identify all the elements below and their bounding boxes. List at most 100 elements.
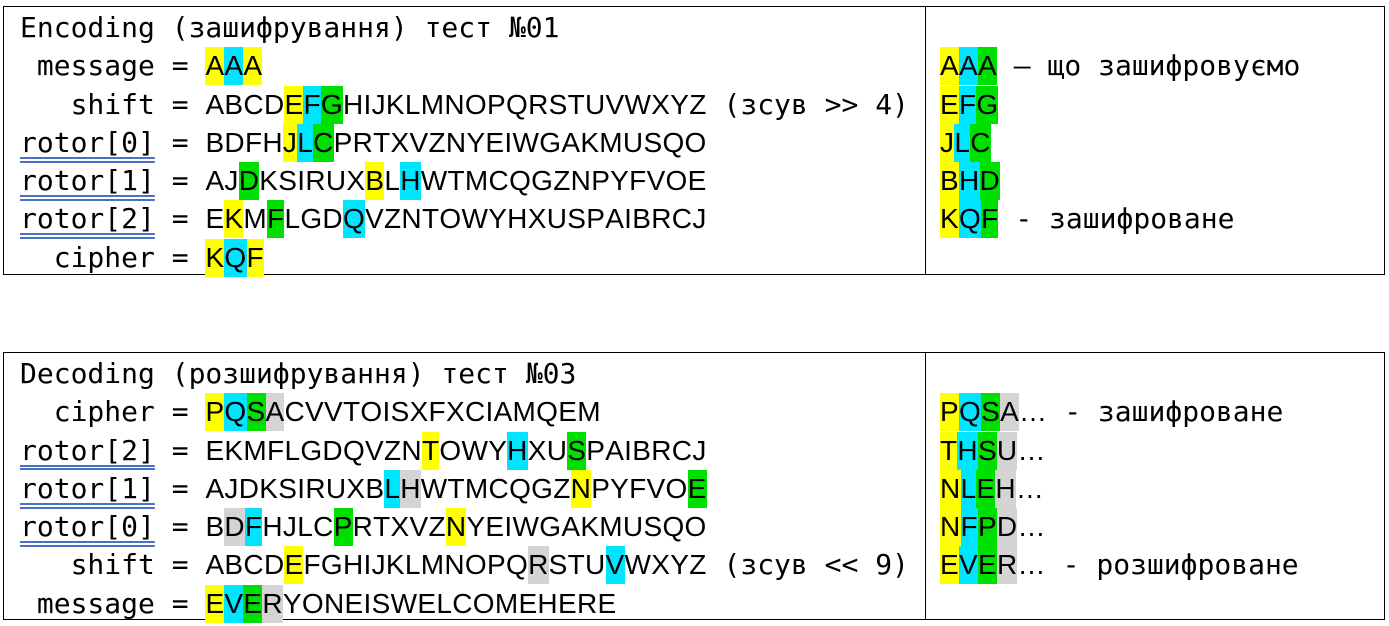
- letter: U: [622, 511, 644, 543]
- letter-sequence: BDFHJLCPRTXVZNYEIWGAKMUSQO: [205, 508, 706, 547]
- letter: S: [390, 396, 410, 428]
- rotor-label: rotor[0]: [20, 510, 155, 544]
- letter: Y: [488, 434, 508, 466]
- highlighted-letter: T: [940, 431, 958, 470]
- letter: L: [404, 549, 421, 581]
- letter: B: [365, 472, 385, 504]
- highlighted-letter: S: [246, 393, 266, 432]
- letter: M: [599, 126, 623, 158]
- summary-row: [940, 9, 1384, 47]
- letter: D: [322, 203, 343, 235]
- encoding-row: message = AAA: [20, 47, 925, 86]
- letter: X: [651, 549, 671, 581]
- row-label: shift =: [20, 548, 206, 582]
- highlighted-letter: H: [400, 162, 421, 201]
- letter-sequence: PQSA…: [940, 393, 1047, 432]
- rotor-label: rotor[2]: [20, 433, 155, 467]
- letter: X: [527, 434, 547, 466]
- highlighted-letter: B: [365, 162, 385, 201]
- decoding-summary: PQSA… - зашифроване THSU… NLEH… NFPD… EV…: [926, 353, 1384, 619]
- letter: O: [665, 165, 688, 197]
- letter: …: [1015, 472, 1045, 504]
- highlighted-letter: L: [384, 469, 401, 508]
- letter-sequence: JLC: [940, 123, 991, 162]
- letter: J: [371, 88, 386, 120]
- letter: O: [464, 549, 487, 581]
- letter: M: [599, 511, 623, 543]
- letter: A: [605, 203, 625, 235]
- letter-sequence: BHD: [940, 162, 1001, 201]
- letter: R: [305, 165, 326, 197]
- letter: M: [577, 396, 601, 428]
- encoding-steps: Encoding (зашифрування) тест №01 message…: [4, 7, 926, 277]
- letter: R: [305, 472, 326, 504]
- letter: G: [300, 203, 323, 235]
- summary-row: [940, 355, 1384, 393]
- letter: I: [363, 587, 372, 619]
- letter: H: [342, 88, 364, 120]
- rotor-label: rotor[2]: [20, 202, 155, 236]
- highlighted-letter: F: [244, 508, 263, 547]
- letter: T: [447, 165, 465, 197]
- letter: W: [461, 203, 489, 235]
- letter: D: [224, 126, 245, 158]
- highlighted-letter: C: [970, 123, 991, 162]
- letter: I: [382, 396, 391, 428]
- letter: W: [512, 126, 540, 158]
- letter: H: [262, 126, 283, 158]
- highlighted-letter: R: [262, 584, 283, 623]
- encoding-summary: AAA – що зашифровуємо EFG JLC BHD KQF - …: [926, 7, 1384, 274]
- letter: V: [605, 88, 625, 120]
- letter: Z: [689, 549, 707, 581]
- summary-note: - зашифроване: [1047, 395, 1284, 429]
- highlighted-letter: E: [977, 546, 997, 585]
- letter: M: [464, 472, 489, 504]
- letter: T: [373, 126, 391, 158]
- letter: X: [346, 472, 366, 504]
- letter: W: [461, 434, 489, 466]
- letter: S: [567, 203, 587, 235]
- letter: K: [385, 549, 405, 581]
- letter: C: [671, 203, 693, 235]
- letter: E: [344, 587, 364, 619]
- letter-sequence: EFG: [940, 85, 999, 124]
- letter: L: [384, 165, 401, 197]
- letter: Y: [670, 88, 690, 120]
- letter: S: [548, 549, 568, 581]
- summary-row: EVER… - розшифроване: [940, 546, 1384, 585]
- highlighted-letter: E: [940, 546, 959, 585]
- letter: X: [390, 126, 410, 158]
- letter: K: [224, 434, 244, 466]
- summary-row: NFPD…: [940, 508, 1384, 547]
- decoding-row: message = EVERYONEISWELCOMEHERE: [20, 584, 925, 623]
- summary-row: AAA – що зашифровуємо: [940, 47, 1384, 86]
- letter-sequence: ABCDEFGHIJKLMNOPQRSTUVWXYZ: [205, 85, 706, 124]
- letter: T: [567, 549, 585, 581]
- letter: P: [591, 472, 611, 504]
- letter: I: [363, 549, 372, 581]
- highlighted-letter: F: [958, 85, 977, 124]
- highlighted-letter: K: [224, 200, 244, 239]
- row-note: (зсув << 9): [706, 548, 909, 582]
- letter: J: [282, 511, 298, 543]
- encoding-row: shift = ABCDEFGHIJKLMNOPQRSTUVWXYZ (зсув…: [20, 85, 925, 124]
- letter: E: [687, 165, 707, 197]
- letter: V: [324, 396, 343, 428]
- summary-row: BHD: [940, 162, 1384, 201]
- highlighted-letter: N: [940, 469, 961, 508]
- letter: C: [488, 165, 510, 197]
- highlighted-letter: P: [940, 393, 959, 432]
- letter: Q: [662, 511, 685, 543]
- letter: Z: [689, 88, 707, 120]
- letter: J: [692, 434, 707, 466]
- letter: J: [692, 203, 707, 235]
- letter: O: [439, 203, 462, 235]
- letter: …: [1017, 549, 1046, 581]
- letter: C: [243, 549, 264, 581]
- letter: S: [643, 126, 663, 158]
- letter: T: [447, 472, 465, 504]
- letter: M: [420, 549, 445, 581]
- summary-note: - розшифроване: [1045, 548, 1299, 582]
- highlighted-letter: A: [224, 47, 244, 86]
- summary-note: - зашифроване: [998, 202, 1235, 236]
